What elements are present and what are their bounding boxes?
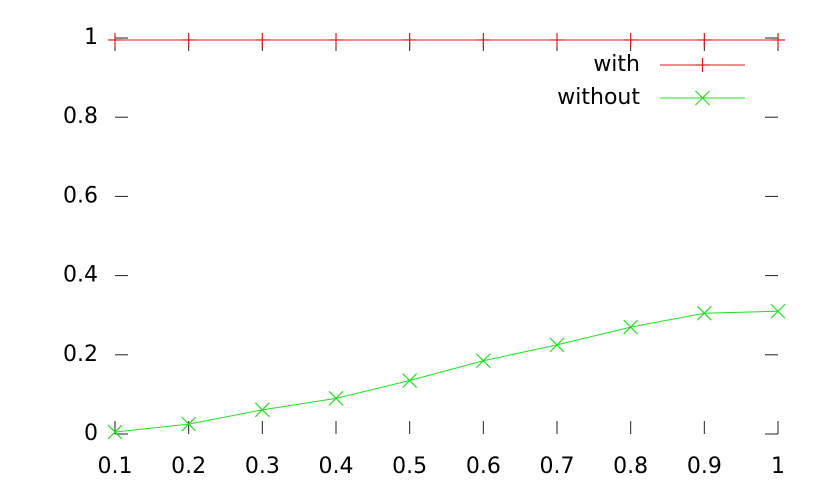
marker-stroke bbox=[770, 303, 786, 319]
x-tick-label: 0.3 bbox=[245, 454, 280, 479]
marker bbox=[329, 32, 343, 47]
marker bbox=[254, 402, 270, 418]
series-line bbox=[114, 310, 779, 433]
marker bbox=[771, 32, 785, 47]
marker bbox=[181, 416, 197, 432]
x-tick-label: 0.7 bbox=[540, 454, 575, 479]
marker bbox=[476, 32, 491, 47]
marker bbox=[623, 32, 638, 47]
y-tick-label: 1 bbox=[84, 25, 98, 50]
y-tick-label: 0.8 bbox=[63, 104, 98, 129]
marker-stroke bbox=[549, 337, 565, 353]
marker bbox=[108, 32, 122, 47]
marker bbox=[475, 353, 491, 369]
marker-stroke bbox=[696, 305, 712, 321]
x-tick-label: 0.6 bbox=[466, 454, 501, 479]
marker bbox=[255, 32, 270, 47]
x-tick-label: 0.5 bbox=[392, 454, 427, 479]
x-tick-label: 0.9 bbox=[687, 454, 722, 479]
legend-marker bbox=[695, 90, 710, 106]
marker bbox=[181, 32, 196, 47]
x-tick-label: 0.4 bbox=[319, 454, 354, 479]
marker bbox=[402, 373, 418, 388]
marker bbox=[696, 305, 712, 321]
marker bbox=[402, 32, 417, 47]
marker bbox=[623, 319, 639, 335]
legend-marker bbox=[695, 58, 710, 72]
marker bbox=[549, 337, 565, 353]
y-tick-label: 0.6 bbox=[63, 183, 98, 208]
marker-stroke bbox=[254, 402, 270, 418]
x-tick-label: 1 bbox=[771, 454, 785, 479]
marker-stroke bbox=[181, 416, 197, 432]
marker bbox=[550, 32, 564, 47]
marker-stroke bbox=[328, 390, 344, 406]
marker bbox=[328, 390, 344, 406]
y-tick-label: 0 bbox=[84, 421, 98, 446]
marker bbox=[770, 303, 786, 319]
x-tick-label: 0.8 bbox=[613, 454, 648, 479]
x-tick-label: 0.2 bbox=[171, 454, 206, 479]
marker-stroke bbox=[475, 353, 491, 369]
marker-stroke bbox=[107, 424, 123, 440]
marker-stroke bbox=[623, 319, 639, 335]
marker bbox=[107, 424, 123, 440]
marker-stroke bbox=[695, 90, 710, 106]
y-tick-label: 0.2 bbox=[63, 342, 98, 367]
legend-label: with bbox=[593, 52, 640, 77]
marker bbox=[697, 32, 712, 47]
x-tick-label: 0.1 bbox=[98, 454, 133, 479]
marker-stroke bbox=[402, 373, 418, 388]
legend-label: without bbox=[557, 85, 640, 110]
y-tick-label: 0.4 bbox=[63, 263, 98, 288]
